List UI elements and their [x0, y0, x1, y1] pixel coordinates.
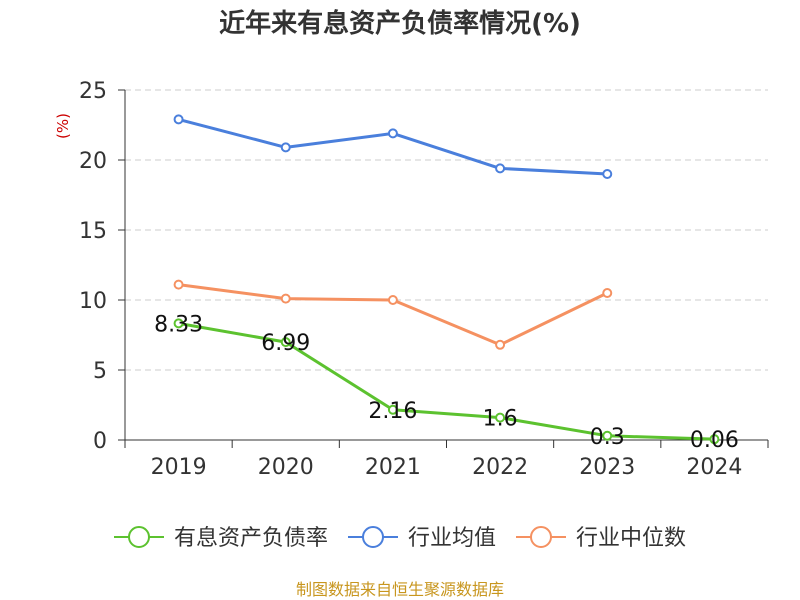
data-label: 6.99 [261, 331, 310, 356]
x-tick-label: 2019 [151, 455, 207, 480]
data-point[interactable] [387, 128, 398, 139]
data-point[interactable] [602, 430, 613, 441]
x-tick-label: 2021 [365, 455, 421, 480]
data-point[interactable] [173, 114, 184, 125]
data-point[interactable] [280, 293, 291, 304]
data-point[interactable] [495, 412, 506, 423]
legend[interactable]: 有息资产负债率 行业均值 行业中位数 [114, 526, 686, 551]
x-tick-label: 2024 [686, 455, 742, 480]
legend-swatch-marker [128, 526, 150, 548]
source-note: 制图数据来自恒生聚源数据库 [296, 580, 504, 599]
legend-item-2[interactable]: 行业中位数 [516, 526, 686, 551]
series-line [178, 117, 608, 176]
data-labels: 8.33 6.99 2.16 1.6 0.3 0.06 [154, 312, 739, 453]
data-point[interactable] [387, 404, 398, 415]
x-tick-label: 2022 [472, 455, 528, 480]
data-label: 1.6 [483, 407, 518, 432]
legend-swatch-marker [530, 526, 552, 548]
legend-swatch-marker [362, 526, 384, 548]
y-tick-label: 10 [79, 289, 107, 314]
axes: 0 5 10 15 20 25 2019 2020 2021 2022 2023 2024 [79, 79, 769, 480]
legend-item-1[interactable]: 行业均值 [348, 526, 496, 551]
series-layer [173, 114, 720, 445]
data-point[interactable] [280, 142, 291, 153]
y-tick-label: 25 [79, 79, 107, 104]
y-tick-label: 20 [79, 149, 107, 174]
series-2 [173, 279, 613, 350]
legend-item-0[interactable]: 有息资产负债率 [114, 526, 328, 551]
series-line [178, 321, 715, 441]
series-0 [173, 318, 720, 445]
y-tick-label: 0 [93, 429, 107, 454]
x-tick-label: 2023 [579, 455, 635, 480]
x-tick-label: 2020 [258, 455, 314, 480]
data-point[interactable] [495, 163, 506, 174]
data-label: 8.33 [154, 312, 203, 337]
data-label: 0.3 [590, 425, 625, 450]
grid-lines [125, 89, 768, 371]
data-point[interactable] [387, 295, 398, 305]
data-point[interactable] [709, 434, 720, 445]
legend-label: 行业均值 [408, 526, 496, 551]
y-tick-label: 5 [93, 359, 107, 384]
y-axis-unit: (%) [54, 113, 72, 139]
data-label: 2.16 [368, 399, 417, 424]
data-point[interactable] [173, 279, 184, 290]
data-point[interactable] [602, 169, 613, 179]
y-tick-label: 15 [79, 219, 107, 244]
data-point[interactable] [495, 339, 506, 350]
data-point[interactable] [173, 318, 184, 329]
data-point[interactable] [602, 288, 613, 298]
data-point[interactable] [280, 337, 291, 348]
data-label: 0.06 [690, 428, 739, 453]
legend-label: 有息资产负债率 [174, 526, 328, 551]
series-1 [173, 114, 613, 179]
chart-title: 近年来有息资产负债率情况(%) [219, 8, 581, 39]
legend-label: 行业中位数 [576, 526, 686, 551]
